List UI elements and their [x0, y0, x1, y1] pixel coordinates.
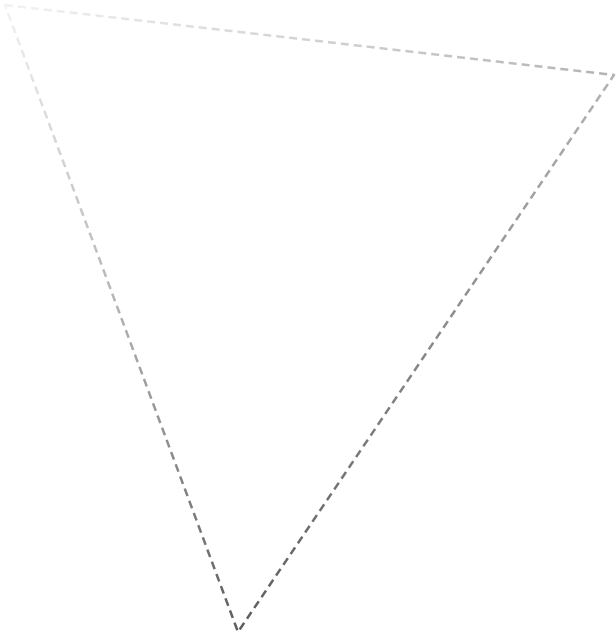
dashed-triangle	[3, 3, 616, 634]
